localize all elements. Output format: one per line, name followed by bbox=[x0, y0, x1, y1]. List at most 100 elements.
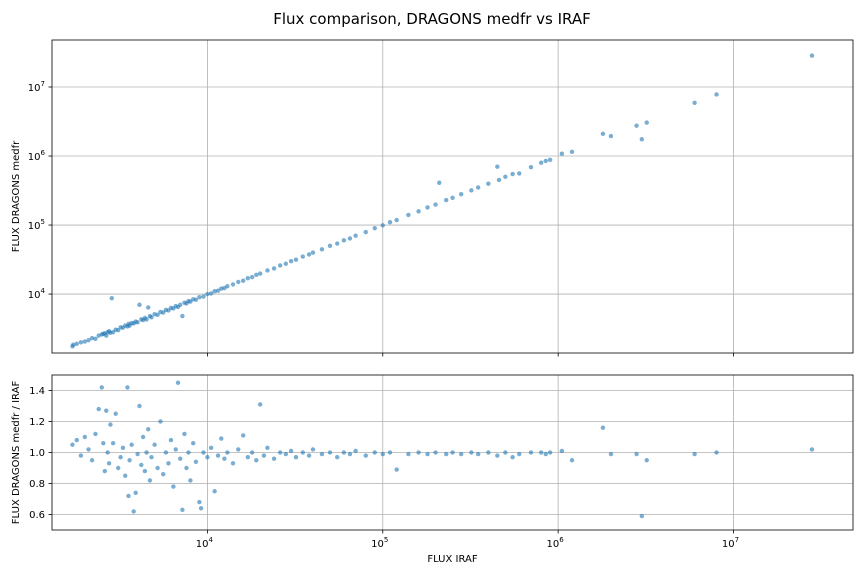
top-y-tick-label: 104 bbox=[28, 287, 46, 301]
bottom-scatter-point bbox=[171, 484, 176, 489]
bottom-scatter-point bbox=[433, 450, 438, 455]
bottom-scatter-point bbox=[458, 451, 464, 457]
bottom-scatter-point bbox=[115, 465, 121, 471]
top-scatter-point bbox=[240, 278, 246, 283]
bottom-scatter-point bbox=[236, 447, 241, 452]
top-scatter-point bbox=[644, 120, 649, 125]
bottom-scatter-point bbox=[118, 454, 123, 460]
top-scatter-point bbox=[353, 233, 358, 238]
top-points bbox=[70, 53, 815, 349]
bottom-scatter-point bbox=[809, 447, 815, 452]
bottom-scatter-point bbox=[184, 465, 189, 471]
bottom-x-tick-label: 106 bbox=[547, 536, 565, 550]
top-scatter-point bbox=[180, 313, 185, 319]
top-scatter-point bbox=[394, 217, 399, 223]
top-scatter-point bbox=[236, 279, 241, 285]
bottom-scatter-point bbox=[149, 454, 154, 460]
bottom-scatter-point bbox=[425, 451, 430, 457]
bottom-scatter-point bbox=[469, 450, 474, 455]
bottom-scatter-point bbox=[178, 456, 183, 461]
bottom-y-tick-label: 0.6 bbox=[29, 510, 45, 521]
bottom-scatter-point bbox=[600, 425, 606, 430]
bottom-scatter-point bbox=[372, 450, 377, 455]
bottom-scatter-point bbox=[475, 451, 481, 457]
top-scatter-point bbox=[425, 205, 430, 210]
bottom-scatter-point bbox=[517, 451, 522, 457]
bottom-scatter-point bbox=[123, 473, 128, 478]
top-scatter-point bbox=[144, 317, 149, 322]
bottom-scatter-point bbox=[89, 458, 95, 463]
bottom-scatter-point bbox=[131, 509, 136, 514]
bottom-scatter-point bbox=[110, 441, 116, 446]
top-axes-frame bbox=[51, 39, 854, 354]
bottom-scatter-point bbox=[175, 380, 181, 385]
top-scatter-point bbox=[503, 174, 508, 180]
top-scatter-point bbox=[265, 268, 270, 273]
bottom-scatter-point bbox=[191, 441, 196, 446]
top-scatter-point bbox=[146, 305, 151, 310]
top-scatter-point bbox=[335, 241, 340, 246]
bottom-scatter-point bbox=[201, 450, 206, 455]
top-scatter-point bbox=[178, 302, 183, 307]
bottom-scatter-point bbox=[219, 436, 224, 441]
bottom-scatter-point bbox=[212, 489, 217, 494]
bottom-scatter-point bbox=[113, 411, 118, 416]
bottom-scatter-point bbox=[335, 454, 340, 460]
bottom-x-tick-label: 104 bbox=[196, 536, 214, 550]
bottom-scatter-point bbox=[173, 447, 178, 452]
bottom-x-axis-label: FLUX IRAF bbox=[427, 554, 478, 565]
bottom-scatter-point bbox=[444, 451, 449, 457]
top-scatter-point bbox=[600, 131, 606, 136]
bottom-scatter-point bbox=[245, 454, 251, 460]
top-scatter-point bbox=[155, 312, 160, 318]
bottom-scatter-point bbox=[230, 461, 236, 466]
bottom-scatter-point bbox=[310, 447, 316, 452]
top-scatter-point bbox=[212, 289, 217, 294]
bottom-scatter-point bbox=[104, 408, 109, 413]
top-scatter-point bbox=[89, 335, 95, 341]
top-scatter-point bbox=[469, 188, 474, 193]
top-scatter-point bbox=[230, 282, 236, 287]
bottom-scatter-point bbox=[70, 442, 75, 447]
top-scatter-point bbox=[608, 133, 614, 139]
top-scatter-point bbox=[71, 342, 76, 347]
bottom-scatter-point bbox=[510, 454, 515, 460]
top-scatter-point bbox=[215, 288, 221, 293]
top-scatter-point bbox=[293, 257, 299, 262]
top-scatter-point bbox=[149, 315, 154, 320]
top-scatter-point bbox=[193, 297, 199, 302]
bottom-scatter-point bbox=[78, 453, 84, 458]
bottom-scatter-point bbox=[327, 450, 333, 455]
top-scatter-point bbox=[104, 333, 109, 338]
top-scatter-point bbox=[416, 209, 421, 214]
bottom-scatter-point bbox=[120, 445, 126, 451]
bottom-scatter-point bbox=[144, 450, 149, 455]
bottom-scatter-point bbox=[166, 461, 171, 466]
bottom-scatter-point bbox=[146, 427, 151, 432]
bottom-scatter-point bbox=[394, 467, 399, 472]
top-ticks: 104 105 106 107 bbox=[28, 80, 734, 357]
top-scatter-point bbox=[205, 291, 210, 297]
top-scatter-point bbox=[86, 337, 91, 343]
top-scatter-point bbox=[82, 339, 88, 344]
bottom-scatter-point bbox=[547, 450, 553, 455]
bottom-scatter-point bbox=[197, 499, 202, 505]
bottom-scatter-point bbox=[101, 441, 106, 446]
bottom-scatter-point bbox=[152, 442, 157, 447]
bottom-y-axis-label: FLUX DRAGONS medfr / IRAF bbox=[11, 381, 22, 525]
bottom-scatter-point bbox=[300, 450, 306, 455]
bottom-scatter-point bbox=[225, 450, 230, 455]
top-panel: 104 105 106 107 FLUX DRAGONS medfr bbox=[11, 39, 854, 357]
top-scatter-point bbox=[496, 177, 502, 183]
top-scatter-point bbox=[569, 149, 575, 155]
bottom-scatter-point bbox=[714, 450, 719, 455]
top-scatter-point bbox=[543, 158, 548, 164]
top-scatter-point bbox=[208, 291, 214, 296]
bottom-scatter-point bbox=[137, 403, 142, 409]
bottom-scatter-point bbox=[486, 450, 491, 455]
bottom-scatter-point bbox=[293, 454, 299, 460]
bottom-scatter-point bbox=[188, 478, 193, 483]
top-scatter-point bbox=[639, 137, 645, 142]
bottom-y-tick-label: 1.2 bbox=[29, 417, 45, 428]
top-scatter-point bbox=[387, 219, 393, 225]
